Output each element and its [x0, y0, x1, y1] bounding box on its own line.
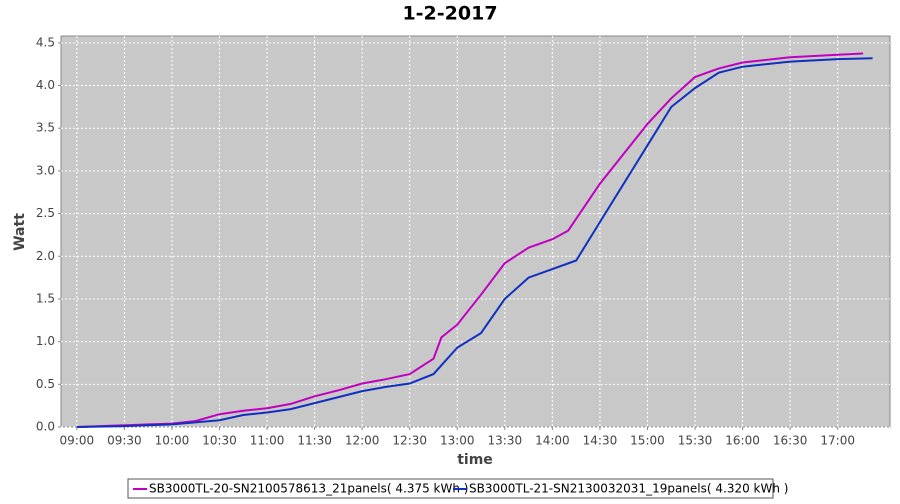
y-tick-label: 4.0 [36, 78, 55, 92]
x-tick-label: 15:30 [678, 434, 713, 448]
x-tick-label: 16:30 [773, 434, 808, 448]
y-tick-label: 3.5 [36, 121, 55, 135]
chart-title: 1-2-2017 [402, 3, 497, 25]
x-tick-label: 09:30 [107, 434, 142, 448]
x-axis-label: time [457, 452, 493, 468]
x-tick-label: 14:30 [583, 434, 618, 448]
x-tick-label: 11:00 [250, 434, 285, 448]
x-tick-label: 09:00 [60, 434, 95, 448]
x-tick-label: 14:00 [535, 434, 570, 448]
series-line [76, 57, 873, 428]
x-tick-label: 13:00 [440, 434, 475, 448]
legend-label: SB3000TL-20-SN2100578613_21panels( 4.375… [149, 482, 468, 496]
x-tick-label: 10:00 [155, 434, 190, 448]
x-tick-label: 17:00 [820, 434, 855, 448]
plot-area [60, 35, 891, 428]
y-tick-label: 0.5 [36, 377, 55, 391]
x-tick-label: 12:00 [345, 434, 380, 448]
y-tick-label: 1.5 [36, 291, 55, 305]
x-tick-label: 15:00 [630, 434, 665, 448]
y-tick-label: 1.0 [36, 334, 55, 348]
x-tick-label: 13:30 [488, 434, 523, 448]
y-tick-label: 0.0 [36, 420, 55, 434]
series-line [76, 52, 864, 428]
legend [127, 478, 774, 499]
x-tick-label: 10:30 [202, 434, 237, 448]
y-tick-label: 2.0 [36, 249, 55, 263]
x-tick-label: 11:30 [297, 434, 332, 448]
y-tick-label: 2.5 [36, 206, 55, 220]
x-tick-label: 12:30 [392, 434, 427, 448]
y-tick-label: 4.5 [36, 35, 55, 49]
y-tick-label: 3.0 [36, 163, 55, 177]
x-tick-label: 16:00 [725, 434, 760, 448]
legend-label: SB3000TL-21-SN2130032031_19panels( 4.320… [469, 482, 788, 496]
y-axis-label: Watt [12, 213, 28, 251]
